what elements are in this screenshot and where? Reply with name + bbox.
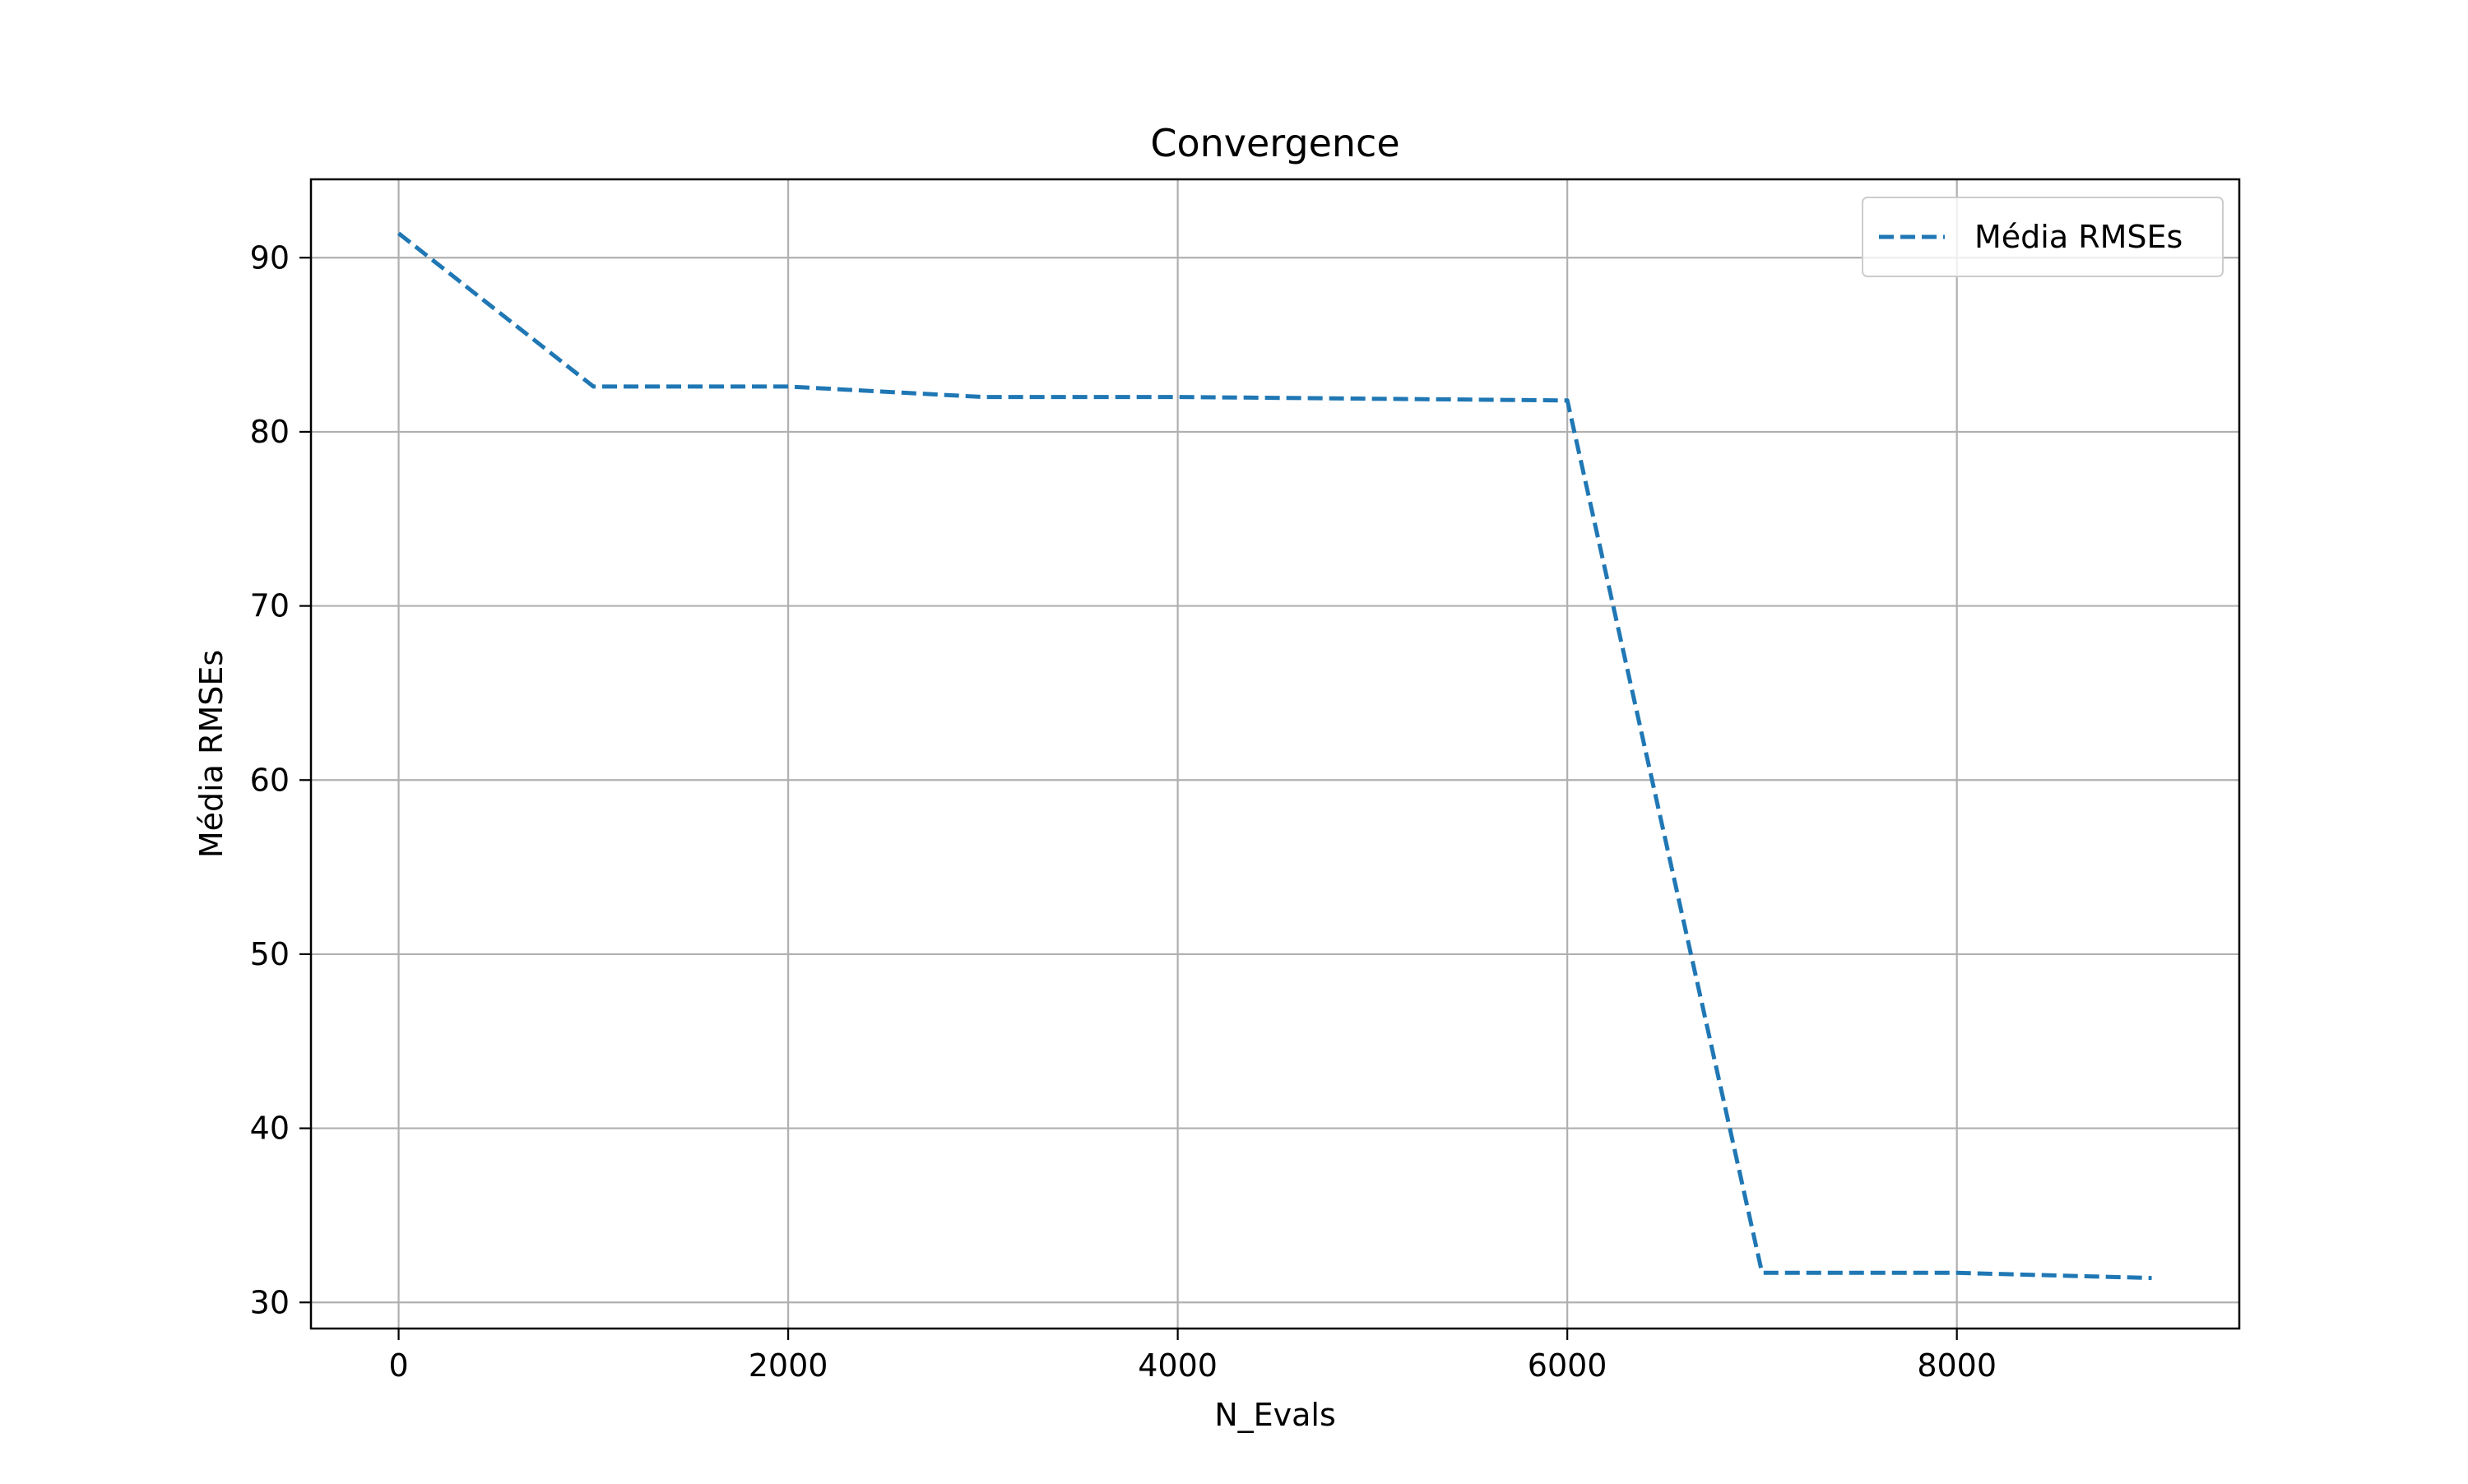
legend-label: Média RMSEs	[1974, 219, 2183, 255]
legend: Média RMSEs	[1862, 197, 2224, 277]
x-tick-label: 4000	[1138, 1347, 1218, 1384]
y-tick-label: 30	[250, 1284, 290, 1320]
series-layer	[397, 231, 2152, 1281]
plot-frame	[309, 178, 2241, 1330]
series-line	[397, 231, 2152, 1281]
x-tick-label: 0	[388, 1347, 408, 1384]
y-tick-label: 80	[250, 414, 290, 450]
y-tick-label: 40	[250, 1111, 290, 1147]
legend-box	[1862, 197, 2224, 277]
y-tick-label: 70	[250, 588, 290, 624]
grid-lines	[311, 179, 2239, 1329]
x-tick-label: 6000	[1528, 1347, 1607, 1384]
x-axis-label: N_Evals	[1214, 1397, 1336, 1433]
y-axis-label: Média RMSEs	[193, 650, 230, 858]
y-tick-label: 50	[250, 936, 290, 972]
y-ticks: 30 40 50 60 70 80 90	[250, 239, 311, 1320]
x-tick-label: 8000	[1917, 1347, 1997, 1384]
x-ticks: 0 2000 4000 6000 8000	[388, 1329, 1997, 1384]
y-tick-label: 60	[250, 762, 290, 798]
x-tick-label: 2000	[749, 1347, 828, 1384]
y-tick-label: 90	[250, 239, 290, 276]
chart-title: Convergence	[1150, 121, 1399, 165]
